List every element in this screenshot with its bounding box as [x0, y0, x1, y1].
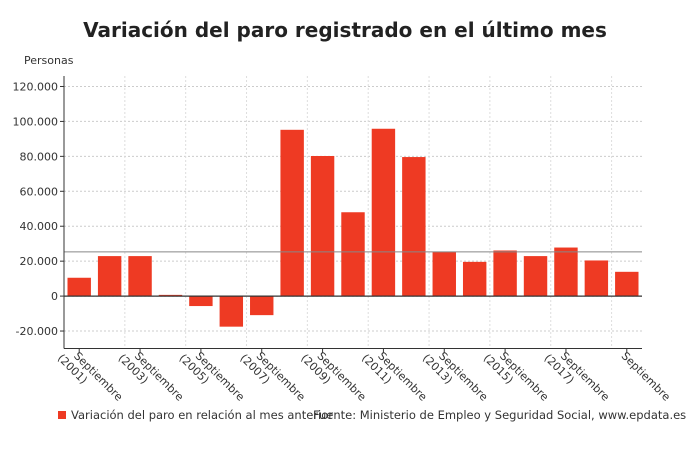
y-tick-label: 20.000 — [20, 255, 59, 268]
bar — [554, 247, 578, 297]
bar — [219, 296, 244, 327]
bar — [584, 260, 609, 297]
bar — [128, 256, 152, 297]
bar — [67, 277, 91, 297]
x-tick-label: Septiembre(2017) — [542, 342, 613, 413]
y-tick-label: 60.000 — [20, 185, 59, 198]
bar — [341, 212, 365, 297]
y-tick-label: -20.000 — [16, 325, 58, 338]
source-note: Fuente: Ministerio de Empleo y Seguridad… — [313, 408, 687, 422]
y-axis-label: Personas — [24, 54, 74, 67]
x-tick-label: Septiembre — [619, 349, 673, 403]
bar — [189, 296, 213, 307]
bar — [462, 261, 487, 297]
x-tick-label: Septiembre(2005) — [177, 342, 248, 413]
y-tick-label: 80.000 — [20, 150, 59, 163]
legend-swatch — [58, 411, 66, 419]
bar — [493, 250, 517, 297]
chart-title: Variación del paro registrado en el últi… — [83, 18, 607, 42]
x-tick-label: Septiembre(2007) — [237, 342, 308, 413]
y-tick-label: 120.000 — [13, 80, 59, 93]
bar — [250, 296, 274, 316]
x-tick-label: Septiembre(2011) — [359, 342, 430, 413]
y-tick-label: 0 — [51, 290, 58, 303]
x-tick-label: Septiembre(2013) — [420, 342, 491, 413]
legend: Variación del paro en relación al mes an… — [58, 408, 333, 422]
legend-label: Variación del paro en relación al mes an… — [71, 408, 333, 422]
y-tick-label: 40.000 — [20, 220, 59, 233]
bar — [432, 251, 456, 297]
bar — [371, 128, 396, 297]
bar — [310, 156, 335, 297]
bar — [280, 129, 304, 297]
x-tick-label: Septiembre(2009) — [298, 342, 369, 413]
bar — [523, 256, 548, 297]
bar — [615, 271, 639, 297]
x-tick-label-line: Septiembre — [619, 349, 673, 403]
bar — [402, 157, 426, 297]
bar — [158, 294, 183, 297]
x-tick-label: Septiembre(2015) — [481, 342, 552, 413]
x-tick-label: Septiembre(2003) — [116, 342, 187, 413]
x-tick-label: Septiembre(2001) — [55, 342, 126, 413]
y-tick-label: 100.000 — [13, 115, 59, 128]
bar — [97, 256, 122, 297]
